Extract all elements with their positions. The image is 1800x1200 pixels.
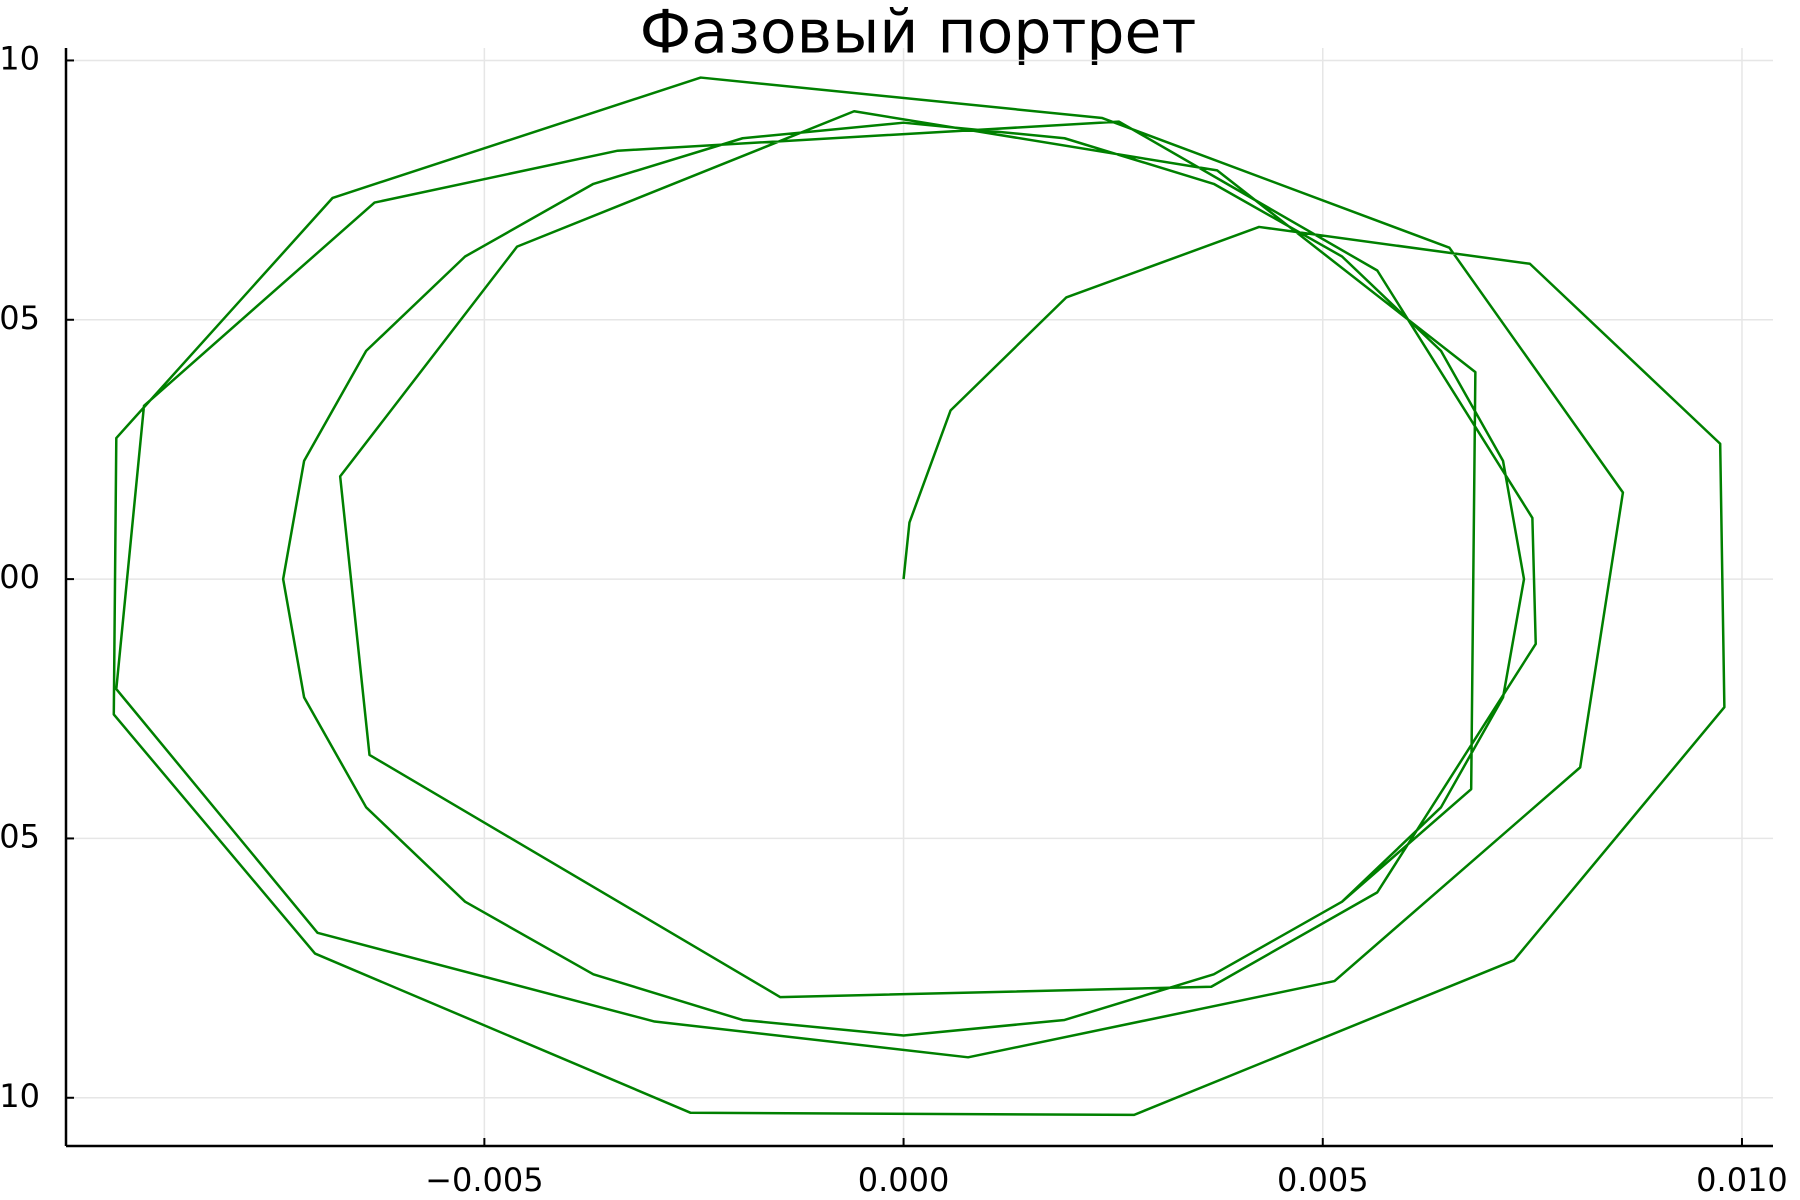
chart-title: Фазовый портрет xyxy=(640,0,1197,68)
series-line xyxy=(112,76,1726,1117)
x-tick-label: 0.000 xyxy=(858,1161,950,1199)
y-tick-label: −0.005 xyxy=(0,817,40,855)
x-tick-label: −0.005 xyxy=(425,1161,543,1199)
y-tick-label: 0.000 xyxy=(0,558,40,596)
y-tick-label: 0.010 xyxy=(0,39,40,77)
y-tick-label: −0.010 xyxy=(0,1077,40,1115)
x-tick-label: 0.005 xyxy=(1277,1161,1369,1199)
x-tick-label: 0.010 xyxy=(1696,1161,1788,1199)
y-tick-label: 0.005 xyxy=(0,299,40,337)
